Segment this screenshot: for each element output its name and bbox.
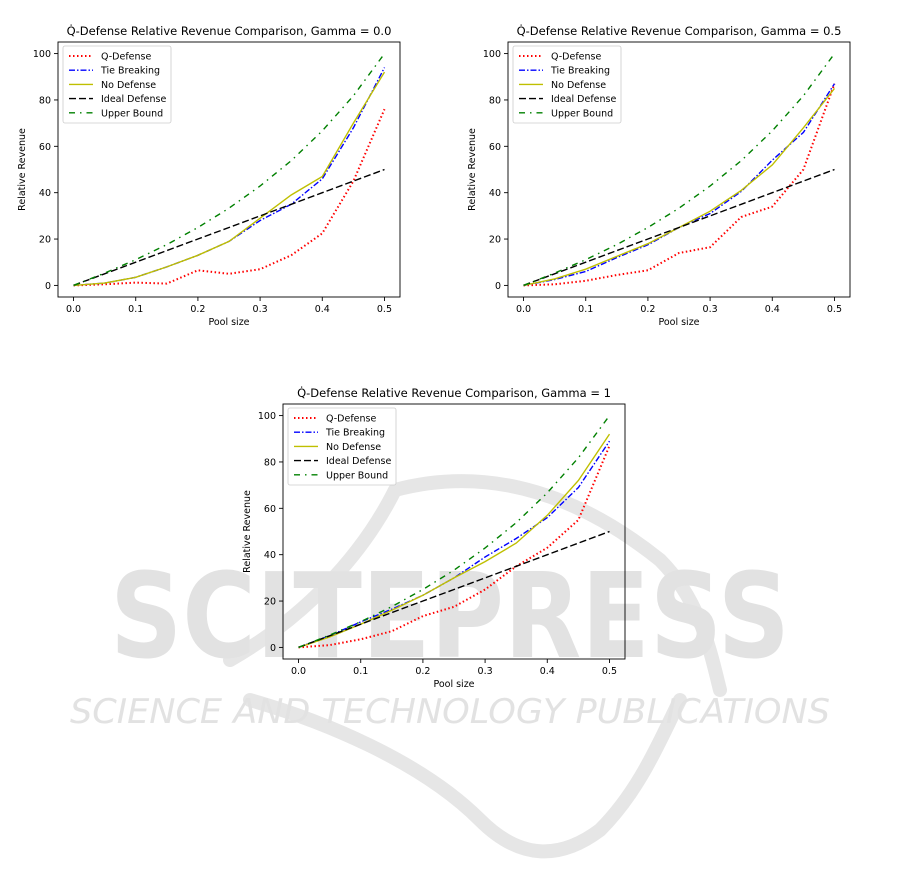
y-tick-label: 0 — [495, 281, 501, 292]
chart-gamma-1: Q̇-Defense Relative Revenue Comparison, … — [242, 386, 626, 690]
x-tick-label: 0.4 — [765, 304, 780, 315]
legend-label-ideal-defense: Ideal Defense — [101, 94, 166, 105]
y-tick-label: 20 — [39, 235, 51, 246]
legend-label-no-defense: No Defense — [101, 80, 156, 91]
y-tick-label: 80 — [489, 95, 501, 106]
x-tick-label: 0.4 — [540, 666, 555, 677]
series-line-q-defense — [73, 108, 386, 287]
y-tick-label: 0 — [45, 281, 51, 292]
y-tick-label: 20 — [264, 597, 276, 608]
plot-frame — [282, 403, 626, 660]
chart-gamma-0: Q̇-Defense Relative Revenue Comparison, … — [17, 24, 401, 328]
legend-label-q-defense: Q-Defense — [326, 414, 376, 425]
legend-frame — [512, 45, 622, 124]
series-line-upper-bound — [298, 415, 611, 649]
legend: Q-Defense Tie Breaking No Defense Ideal Def… — [62, 45, 172, 124]
y-tick-label: 60 — [39, 142, 51, 153]
legend-label-no-defense: No Defense — [551, 80, 606, 91]
legend-label-no-defense: No Defense — [326, 442, 381, 453]
series-lines — [298, 415, 611, 649]
x-tick-label: 0.3 — [253, 304, 268, 315]
watermark-logo-text: SCITEPRESS — [110, 547, 790, 685]
x-tick-label: 0.1 — [128, 304, 143, 315]
x-axis-label: Pool size — [658, 317, 699, 328]
chart-title: Q̇-Defense Relative Revenue Comparison, … — [517, 24, 842, 38]
series-line-ideal-defense — [73, 168, 385, 287]
series-line-upper-bound — [73, 53, 386, 287]
x-tick-label: 0.5 — [602, 666, 617, 677]
y-tick-label: 40 — [39, 188, 51, 199]
chart-title: Q̇-Defense Relative Revenue Comparison, … — [67, 24, 392, 38]
y-tick-label: 40 — [489, 188, 501, 199]
plot-frame — [507, 41, 851, 298]
y-tick-label: 80 — [264, 457, 276, 468]
x-tick-label: 0.3 — [478, 666, 493, 677]
legend-label-q-defense: Q-Defense — [101, 52, 151, 63]
y-axis-label: Relative Revenue — [17, 128, 28, 211]
x-tick-label: 0.3 — [703, 304, 718, 315]
watermark-subtitle-text: SCIENCE AND TECHNOLOGY PUBLICATIONS — [70, 692, 830, 732]
y-tick-label: 100 — [483, 49, 501, 60]
legend-label-upper-bound: Upper Bound — [101, 108, 163, 119]
legend-label-tie-breaking: Tie Breaking — [550, 66, 610, 77]
x-axis-label: Pool size — [433, 679, 474, 690]
series-line-ideal-defense — [298, 530, 610, 649]
x-tick-label: 0.5 — [827, 304, 842, 315]
series-line-q-defense — [523, 83, 836, 287]
legend-label-ideal-defense: Ideal Defense — [326, 456, 391, 467]
series-line-no-defense — [73, 71, 386, 287]
legend-label-tie-breaking: Tie Breaking — [100, 66, 160, 77]
chart-gamma-05: Q̇-Defense Relative Revenue Comparison, … — [467, 24, 851, 328]
legend-frame — [287, 407, 397, 486]
x-tick-label: 0.1 — [578, 304, 593, 315]
x-tick-label: 0.0 — [66, 304, 81, 315]
y-axis-label: Relative Revenue — [467, 128, 478, 211]
x-tick-label: 0.2 — [415, 666, 430, 677]
x-tick-label: 0.2 — [190, 304, 205, 315]
y-tick-label: 80 — [39, 95, 51, 106]
y-tick-label: 0 — [270, 643, 276, 654]
series-line-upper-bound — [523, 53, 836, 287]
x-axis-label: Pool size — [208, 317, 249, 328]
x-tick-label: 0.4 — [315, 304, 330, 315]
series-line-tie-breaking — [298, 440, 611, 649]
legend-label-upper-bound: Upper Bound — [551, 108, 613, 119]
legend-label-tie-breaking: Tie Breaking — [325, 428, 385, 439]
chart-title: Q̇-Defense Relative Revenue Comparison, … — [297, 386, 611, 400]
x-tick-label: 0.1 — [353, 666, 368, 677]
legend: Q-Defense Tie Breaking No Defense Ideal Def… — [512, 45, 622, 124]
series-lines — [73, 53, 386, 287]
plot-frame — [57, 41, 401, 298]
legend-label-ideal-defense: Ideal Defense — [551, 94, 616, 105]
watermark-swoosh — [223, 474, 727, 859]
series-line-q-defense — [298, 445, 611, 649]
legend: Q-Defense Tie Breaking No Defense Ideal Def… — [287, 407, 397, 486]
y-tick-label: 40 — [264, 550, 276, 561]
x-tick-label: 0.0 — [516, 304, 531, 315]
y-tick-label: 100 — [33, 49, 51, 60]
legend-label-q-defense: Q-Defense — [551, 52, 601, 63]
series-line-ideal-defense — [523, 168, 835, 287]
legend-frame — [62, 45, 172, 124]
y-tick-label: 100 — [258, 411, 276, 422]
y-tick-label: 60 — [264, 504, 276, 515]
y-tick-label: 60 — [489, 142, 501, 153]
y-tick-label: 20 — [489, 235, 501, 246]
legend-label-upper-bound: Upper Bound — [326, 470, 388, 481]
x-tick-label: 0.2 — [640, 304, 655, 315]
x-tick-label: 0.5 — [377, 304, 392, 315]
series-lines — [523, 53, 836, 287]
x-tick-label: 0.0 — [291, 666, 306, 677]
y-axis-label: Relative Revenue — [242, 490, 253, 573]
